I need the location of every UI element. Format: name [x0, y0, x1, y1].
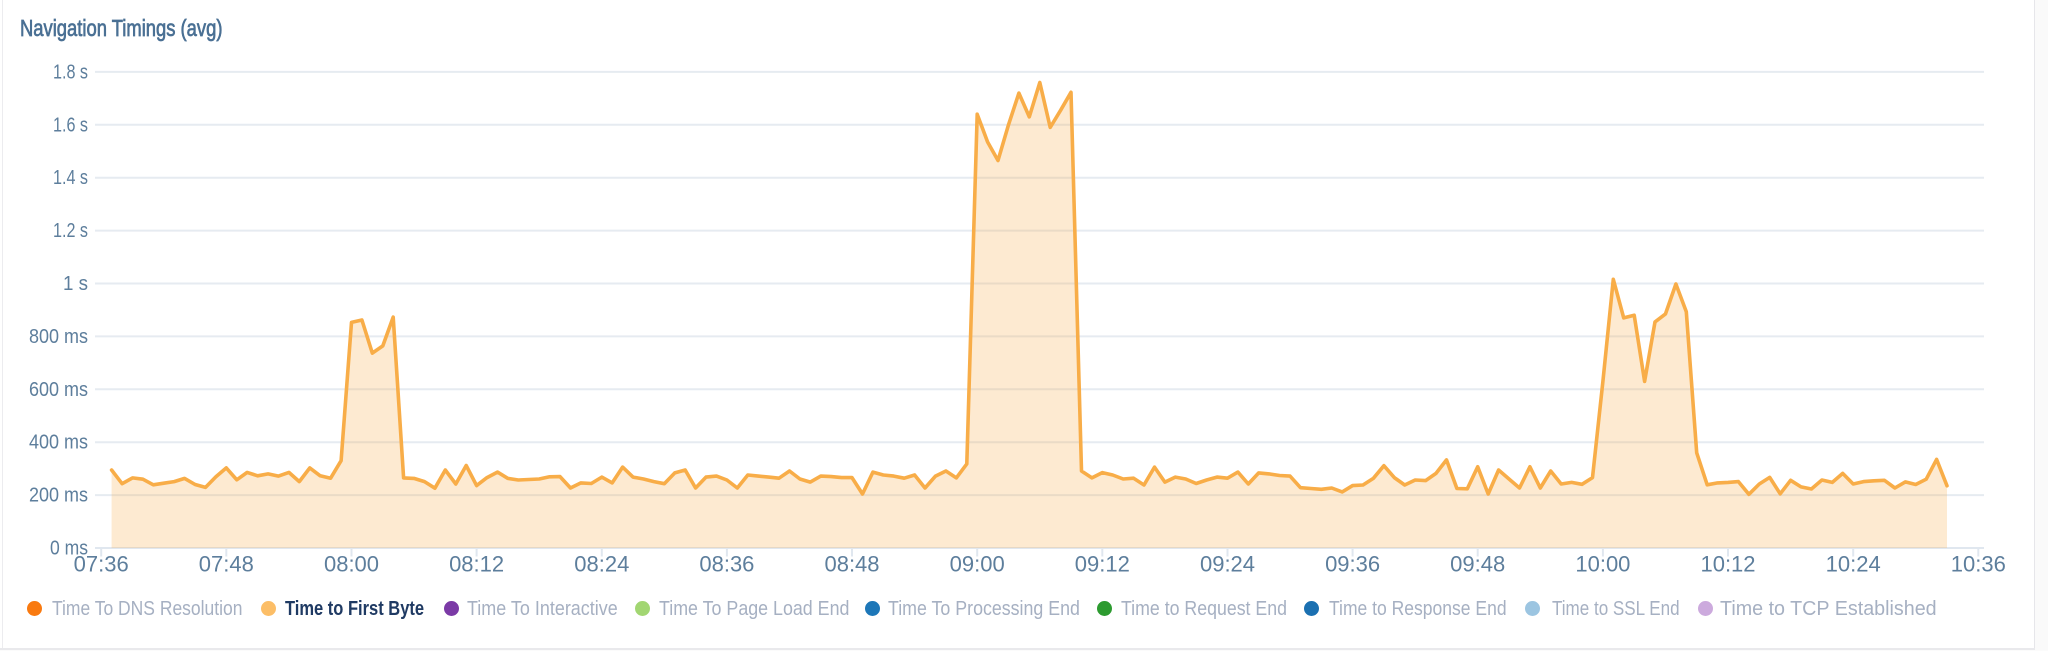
- svg-text:09:48: 09:48: [1450, 552, 1505, 577]
- svg-text:10:12: 10:12: [1700, 552, 1755, 577]
- svg-text:600 ms: 600 ms: [29, 379, 88, 401]
- svg-text:08:48: 08:48: [824, 552, 879, 577]
- svg-text:0 ms: 0 ms: [50, 538, 88, 560]
- svg-text:09:00: 09:00: [950, 552, 1005, 577]
- svg-text:1 s: 1 s: [63, 273, 88, 295]
- svg-text:10:00: 10:00: [1575, 552, 1630, 577]
- svg-text:07:48: 07:48: [199, 552, 254, 577]
- svg-text:1.4 s: 1.4 s: [53, 167, 88, 189]
- svg-text:1.6 s: 1.6 s: [53, 114, 88, 136]
- svg-text:1.2 s: 1.2 s: [53, 220, 88, 242]
- svg-text:09:12: 09:12: [1075, 552, 1130, 577]
- svg-text:400 ms: 400 ms: [29, 432, 88, 454]
- svg-text:1.8 s: 1.8 s: [53, 61, 88, 83]
- svg-text:08:00: 08:00: [324, 552, 379, 577]
- svg-text:08:12: 08:12: [449, 552, 504, 577]
- svg-text:08:24: 08:24: [574, 552, 629, 577]
- svg-text:08:36: 08:36: [699, 552, 754, 577]
- svg-text:07:36: 07:36: [74, 552, 129, 577]
- svg-text:10:36: 10:36: [1951, 552, 2006, 577]
- svg-text:09:36: 09:36: [1325, 552, 1380, 577]
- svg-text:10:24: 10:24: [1826, 552, 1881, 577]
- svg-text:09:24: 09:24: [1200, 552, 1255, 577]
- svg-text:200 ms: 200 ms: [29, 485, 88, 507]
- svg-text:800 ms: 800 ms: [29, 326, 88, 348]
